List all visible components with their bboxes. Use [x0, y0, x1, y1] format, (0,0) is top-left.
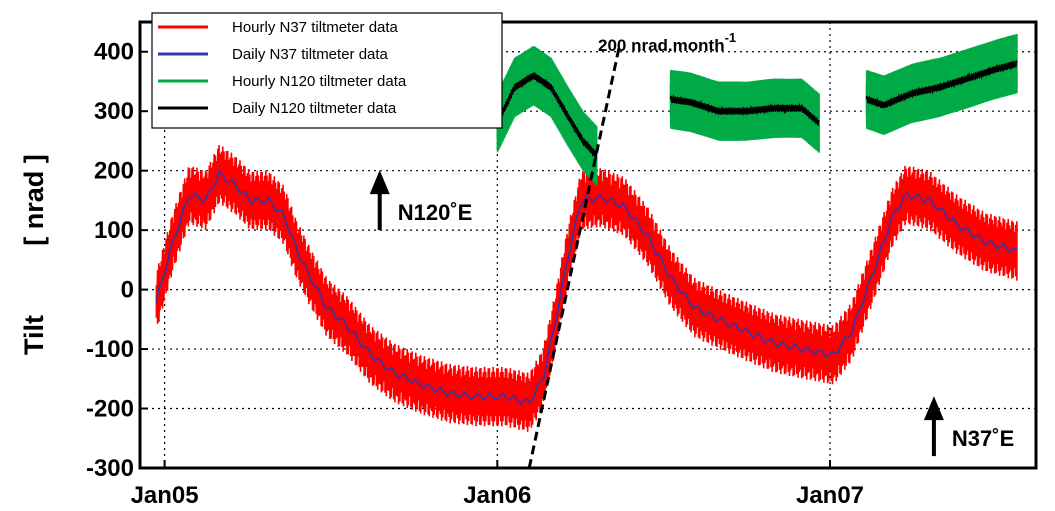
annotation-n120e: N120˚E — [369, 170, 473, 231]
y-tick-label: 0 — [121, 277, 134, 304]
series-daily-n120-tiltmeter-data — [496, 60, 1018, 159]
x-tick-label: Jan05 — [131, 482, 199, 509]
series-line — [496, 72, 598, 159]
trend-line-label-main: 200 nrad.month — [598, 36, 725, 55]
annotation-label: N37˚E — [952, 426, 1014, 451]
y-axis-label-unit: [ nrad ] — [19, 154, 49, 246]
legend-entry-label: Daily N37 tiltmeter data — [232, 46, 389, 63]
x-tick-label: Jan06 — [463, 482, 531, 509]
y-tick-label: -100 — [86, 336, 134, 363]
legend-entry-label: Hourly N37 tiltmeter data — [232, 19, 399, 36]
series-line — [865, 60, 1018, 109]
series-line — [669, 94, 820, 126]
x-tick-label: Jan07 — [796, 482, 864, 509]
series-line — [155, 169, 1017, 406]
trend-line — [527, 45, 621, 469]
trend-line-group: 200 nrad.month-1 — [527, 30, 736, 469]
legend-entry-label: Hourly N120 tiltmeter data — [232, 73, 407, 90]
annotation-n37e: N37˚E — [923, 396, 1014, 457]
trend-line-label-exponent: -1 — [725, 30, 737, 45]
y-tick-label: 400 — [94, 39, 134, 66]
y-axis-label-tilt: Tilt — [19, 315, 49, 355]
grid-lines — [140, 22, 1036, 468]
y-tick-label: 300 — [94, 98, 134, 125]
plot-frame — [138, 20, 1038, 470]
series-daily-n37-tiltmeter-data — [155, 169, 1017, 406]
direction-annotations: N120˚E N37˚E — [369, 170, 1014, 457]
x-axis-ticks: Jan05 Jan06 Jan07 — [131, 460, 864, 509]
legend-box — [151, 12, 503, 129]
legend-entry-label: Daily N120 tiltmeter data — [232, 100, 397, 117]
arrow-up-icon — [923, 396, 944, 421]
y-tick-label: 100 — [94, 217, 134, 244]
y-axis-ticks: 400 300 200 100 0 -100 -200 -300 — [86, 39, 148, 482]
arrow-up-icon — [369, 170, 390, 195]
annotation-label: N120˚E — [398, 200, 473, 225]
y-tick-label: -300 — [86, 455, 134, 482]
y-tick-label: -200 — [86, 396, 134, 423]
legend: Hourly N37 tiltmeter data Daily N37 tiltm… — [151, 12, 503, 129]
y-tick-label: 200 — [94, 158, 134, 185]
trend-line-label: 200 nrad.month-1 — [598, 30, 736, 55]
